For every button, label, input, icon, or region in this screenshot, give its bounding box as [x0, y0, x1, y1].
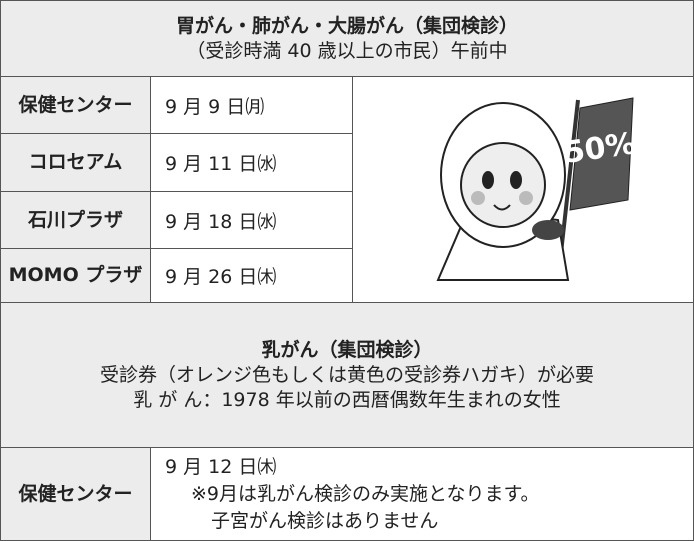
- place-text: MOMO プラザ: [8, 264, 143, 286]
- date-text: 9 月 26 日㈭: [165, 266, 277, 288]
- place-text: 保健センター: [18, 482, 133, 505]
- mascot: 50%: [436, 96, 638, 281]
- section2-header: 乳がん（集団検診） 受診券（オレンジ色もしくは黄色の受診券ハガキ）が必要 乳 が…: [0, 302, 694, 448]
- face: [460, 141, 546, 228]
- date-text: 9 月 11 日㈬: [165, 153, 277, 175]
- cheek: [519, 190, 533, 205]
- place: 保健センター: [0, 76, 151, 134]
- title: 胃がん・肺がん・大腸がん（集団検診）: [175, 14, 518, 37]
- flag: [569, 96, 634, 211]
- place: コロセアム: [0, 133, 151, 192]
- date: 9 月 11 日㈬: [150, 133, 353, 192]
- mascot-cell: 50%: [352, 76, 694, 303]
- place-text: コロセアム: [28, 151, 123, 173]
- note: 子宮がん検診はありません: [211, 509, 439, 532]
- place-text: 保健センター: [18, 93, 133, 116]
- place: 石川プラザ: [0, 191, 151, 249]
- subtitle: （受診時満 40 歳以上の市民）午前中: [186, 39, 508, 62]
- cheek: [471, 190, 485, 205]
- place-text: 石川プラザ: [27, 208, 123, 231]
- header: 胃がん・肺がん・大腸がん（集団検診） （受診時満 40 歳以上の市民）午前中: [0, 0, 694, 77]
- bird: [532, 219, 564, 240]
- date: 9 月 26 日㈭: [150, 248, 353, 303]
- eye: [482, 170, 494, 189]
- details: 9 月 12 日㈭ ※9月は乳がん検診のみ実施となります。 子宮がん検診はありま…: [150, 447, 694, 541]
- line: 乳 が ん：1978 年以前の西暦偶数年生まれの女性: [133, 388, 561, 411]
- date: 9 月 9 日㈪: [150, 76, 353, 134]
- date-text: 9 月 12 日㈭: [165, 455, 277, 478]
- note: ※9月は乳がん検診のみ実施となります。: [191, 482, 540, 505]
- date: 9 月 18 日㈬: [150, 191, 353, 249]
- place: MOMO プラザ: [0, 248, 151, 303]
- eye: [510, 170, 522, 189]
- line: 受診券（オレンジ色もしくは黄色の受診券ハガキ）が必要: [99, 363, 594, 386]
- date-text: 9 月 9 日㈪: [165, 95, 265, 118]
- title: 乳がん（集団検診）: [261, 338, 433, 361]
- place: 保健センター: [0, 447, 151, 541]
- mouth: [493, 203, 511, 210]
- date-text: 9 月 18 日㈬: [165, 210, 277, 233]
